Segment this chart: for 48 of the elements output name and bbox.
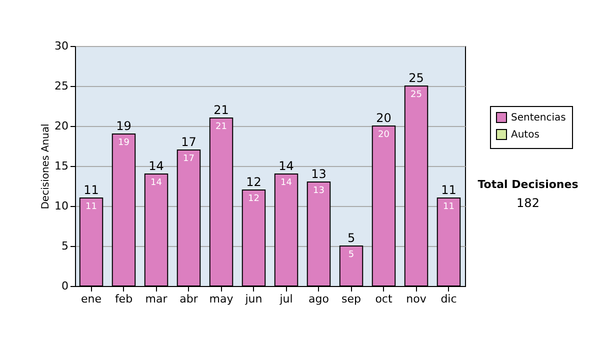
total-label: 14 — [278, 159, 294, 173]
data-label: 14 — [150, 178, 162, 188]
data-label: 5 — [348, 250, 354, 260]
y-tick-label: 15 — [54, 160, 68, 172]
legend-label: Sentencias — [511, 112, 566, 124]
text: Total Decisiones — [478, 178, 579, 192]
total-label: 19 — [116, 119, 132, 133]
data-label: 11 — [86, 202, 97, 212]
data-label: 11 — [443, 202, 454, 212]
x-tick-label: ago — [308, 292, 330, 306]
x-tick-label: oct — [375, 292, 393, 306]
y-tick-label: 10 — [54, 200, 68, 212]
total-label: 11 — [441, 183, 456, 197]
y-axis-title: Decisiones Anual — [40, 124, 52, 210]
x-tick-label: sep — [342, 292, 362, 306]
x-tick-label: dic — [440, 292, 457, 306]
data-label: 20 — [378, 130, 390, 140]
total-label: 5 — [347, 231, 356, 245]
data-label: 13 — [313, 186, 324, 196]
total-label: 11 — [84, 183, 99, 197]
data-label: 17 — [183, 154, 194, 164]
total-label: 14 — [148, 159, 164, 173]
x-tick-label: mar — [145, 292, 168, 306]
x-tick-label: ene — [80, 292, 102, 306]
x-tick-label: jun — [244, 292, 262, 306]
y-tick-label: 0 — [62, 280, 68, 292]
text: 182 — [516, 196, 540, 210]
total-label: 21 — [214, 103, 229, 117]
x-tick-label: may — [209, 292, 234, 306]
x-tick-label: nov — [406, 292, 427, 306]
x-tick-label: jul — [278, 292, 293, 306]
data-label: 14 — [280, 178, 292, 188]
total-label: 25 — [408, 71, 424, 85]
y-tick-label: 20 — [54, 120, 68, 132]
x-tick-label: abr — [180, 292, 198, 306]
y-tick-label: 5 — [62, 240, 68, 252]
total-label: 20 — [376, 111, 392, 125]
legend-label: Autos — [511, 130, 540, 140]
x-tick-label: feb — [114, 292, 133, 306]
data-label: 21 — [216, 122, 227, 132]
total-label: 13 — [311, 167, 326, 181]
data-label: 12 — [248, 194, 260, 204]
y-tick-label: 30 — [54, 40, 68, 52]
total-label: 17 — [181, 135, 196, 149]
data-label: 19 — [118, 138, 130, 148]
total-label: 12 — [246, 175, 262, 189]
data-label: 25 — [410, 90, 422, 100]
y-tick-label: 25 — [54, 80, 68, 92]
